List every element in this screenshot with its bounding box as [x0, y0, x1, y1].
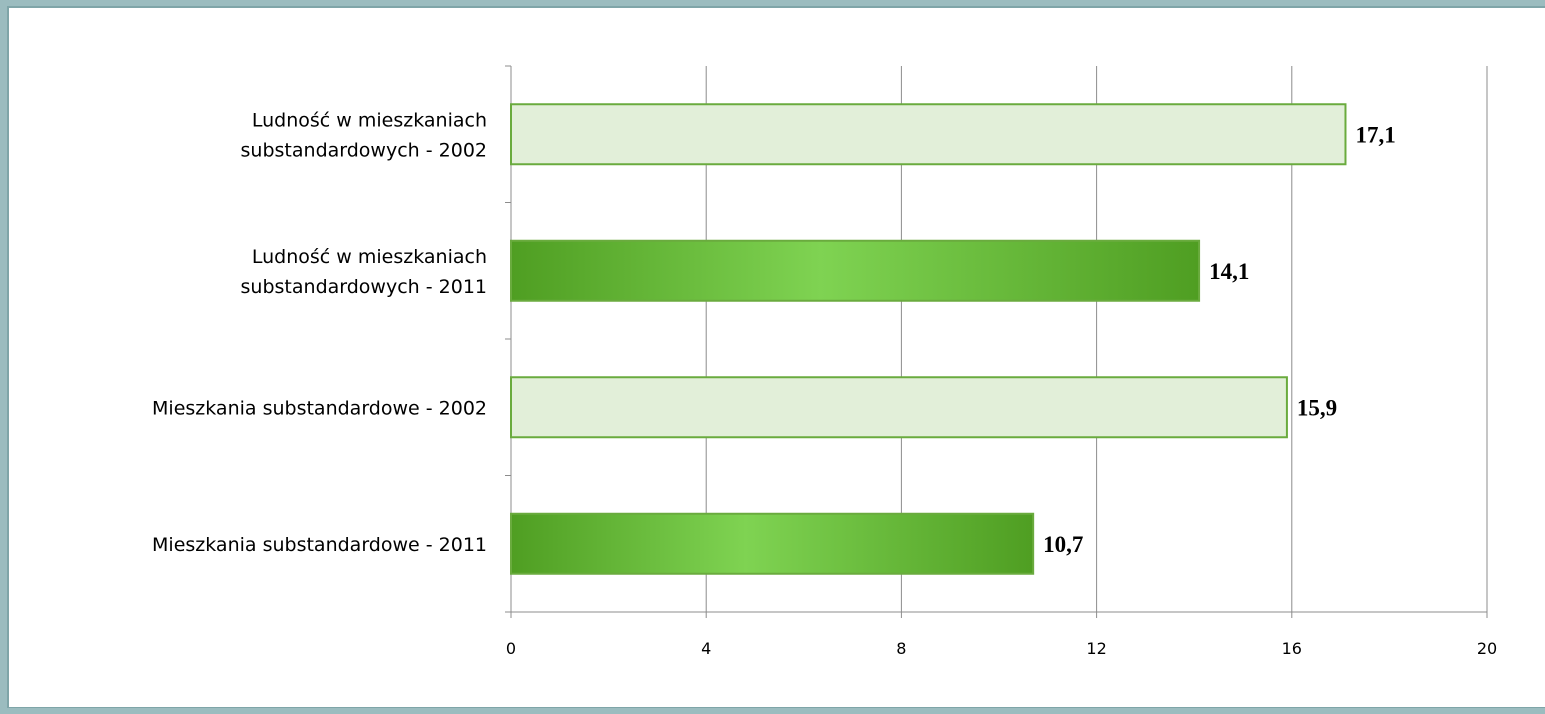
bar — [510, 103, 1347, 166]
x-tick-label: 4 — [701, 639, 711, 658]
x-tick-label: 16 — [1282, 639, 1302, 658]
x-tick-label: 0 — [506, 639, 516, 658]
category-label: Ludność w mieszkaniach — [252, 246, 487, 268]
category-label: Ludność w mieszkaniach — [252, 109, 487, 131]
bars — [510, 103, 1347, 575]
category-label: substandardowych - 2002 — [241, 139, 487, 161]
bar — [510, 376, 1288, 439]
data-label: 15,9 — [1297, 395, 1337, 420]
x-tick-label: 12 — [1086, 639, 1106, 658]
category-label: substandardowych - 2011 — [241, 276, 487, 298]
data-label: 17,1 — [1355, 122, 1395, 147]
data-label: 14,1 — [1209, 259, 1249, 284]
x-tick-label: 8 — [896, 639, 906, 658]
labels: 0 4 8 12 16 20 17,1 Ludność w mieszkaniach subst… — [152, 109, 1497, 658]
x-tick-label: 20 — [1477, 639, 1497, 658]
data-label: 10,7 — [1043, 532, 1083, 557]
bar — [510, 512, 1035, 575]
bar — [510, 239, 1201, 302]
category-label: Mieszkania substandardowe - 2011 — [152, 534, 487, 556]
category-label: Mieszkania substandardowe - 2002 — [152, 397, 487, 419]
